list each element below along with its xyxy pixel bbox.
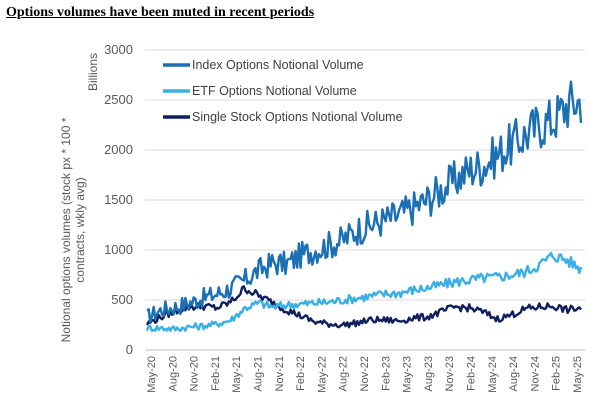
x-tick-label: Feb-21 bbox=[210, 356, 222, 391]
x-tick-label: May-25 bbox=[572, 356, 584, 393]
y-tick-label: 0 bbox=[126, 342, 133, 357]
x-tick-label: May-20 bbox=[146, 356, 158, 393]
series-lines bbox=[145, 80, 583, 333]
x-tick-label: Nov-21 bbox=[274, 356, 286, 391]
x-tick-label: Feb-23 bbox=[380, 356, 392, 391]
x-tick-label: Nov-20 bbox=[189, 356, 201, 391]
y-tick-label: 1000 bbox=[104, 242, 133, 257]
x-tick-label: May-22 bbox=[316, 356, 328, 393]
y-tick-label: 2000 bbox=[104, 142, 133, 157]
y-tick-label: 3000 bbox=[104, 42, 133, 57]
y-axis-ticks: 0 500 1000 1500 2000 2500 3000 bbox=[104, 42, 133, 357]
x-tick-label: Nov-23 bbox=[444, 356, 456, 391]
legend-label: ETF Options Notional Volume bbox=[192, 84, 357, 98]
x-tick-label: May-24 bbox=[487, 356, 499, 393]
x-tick-label: Aug-20 bbox=[167, 356, 179, 391]
x-tick-label: Feb-25 bbox=[551, 356, 563, 391]
chart-title: Options volumes have been muted in recen… bbox=[6, 5, 315, 20]
x-tick-label: Aug-24 bbox=[508, 356, 520, 391]
x-tick-label: Nov-24 bbox=[529, 356, 541, 391]
x-tick-label: Aug-22 bbox=[338, 356, 350, 391]
series-line bbox=[145, 251, 583, 333]
legend-label: Index Options Notional Volume bbox=[192, 58, 364, 72]
x-axis-ticks: May-20 Aug-20 Nov-20 Feb-21 May-21 Aug-21 Nov-… bbox=[146, 356, 584, 393]
unit-label: Billions bbox=[86, 53, 100, 91]
series-line bbox=[146, 80, 583, 324]
x-tick-label: Feb-22 bbox=[295, 356, 307, 391]
legend-label: Single Stock Options Notional Volume bbox=[192, 110, 403, 124]
x-tick-label: Feb-24 bbox=[466, 356, 478, 391]
x-tick-label: Nov-22 bbox=[359, 356, 371, 391]
x-tick-label: May-21 bbox=[231, 356, 243, 393]
x-tick-label: May-23 bbox=[402, 356, 414, 393]
x-tick-label: Aug-23 bbox=[423, 356, 435, 391]
y-tick-label: 1500 bbox=[104, 192, 133, 207]
y-axis-label-line-1: Notional options volumes (stock px * 100… bbox=[59, 117, 73, 342]
x-tick-label: Aug-21 bbox=[253, 356, 265, 391]
y-axis-label-line-2: contracts, wkly avg) bbox=[73, 177, 87, 282]
y-tick-label: 2500 bbox=[104, 92, 133, 107]
y-tick-label: 500 bbox=[111, 292, 133, 307]
series-line bbox=[145, 285, 582, 329]
legend: Index Options Notional Volume ETF Options… bbox=[163, 58, 403, 124]
